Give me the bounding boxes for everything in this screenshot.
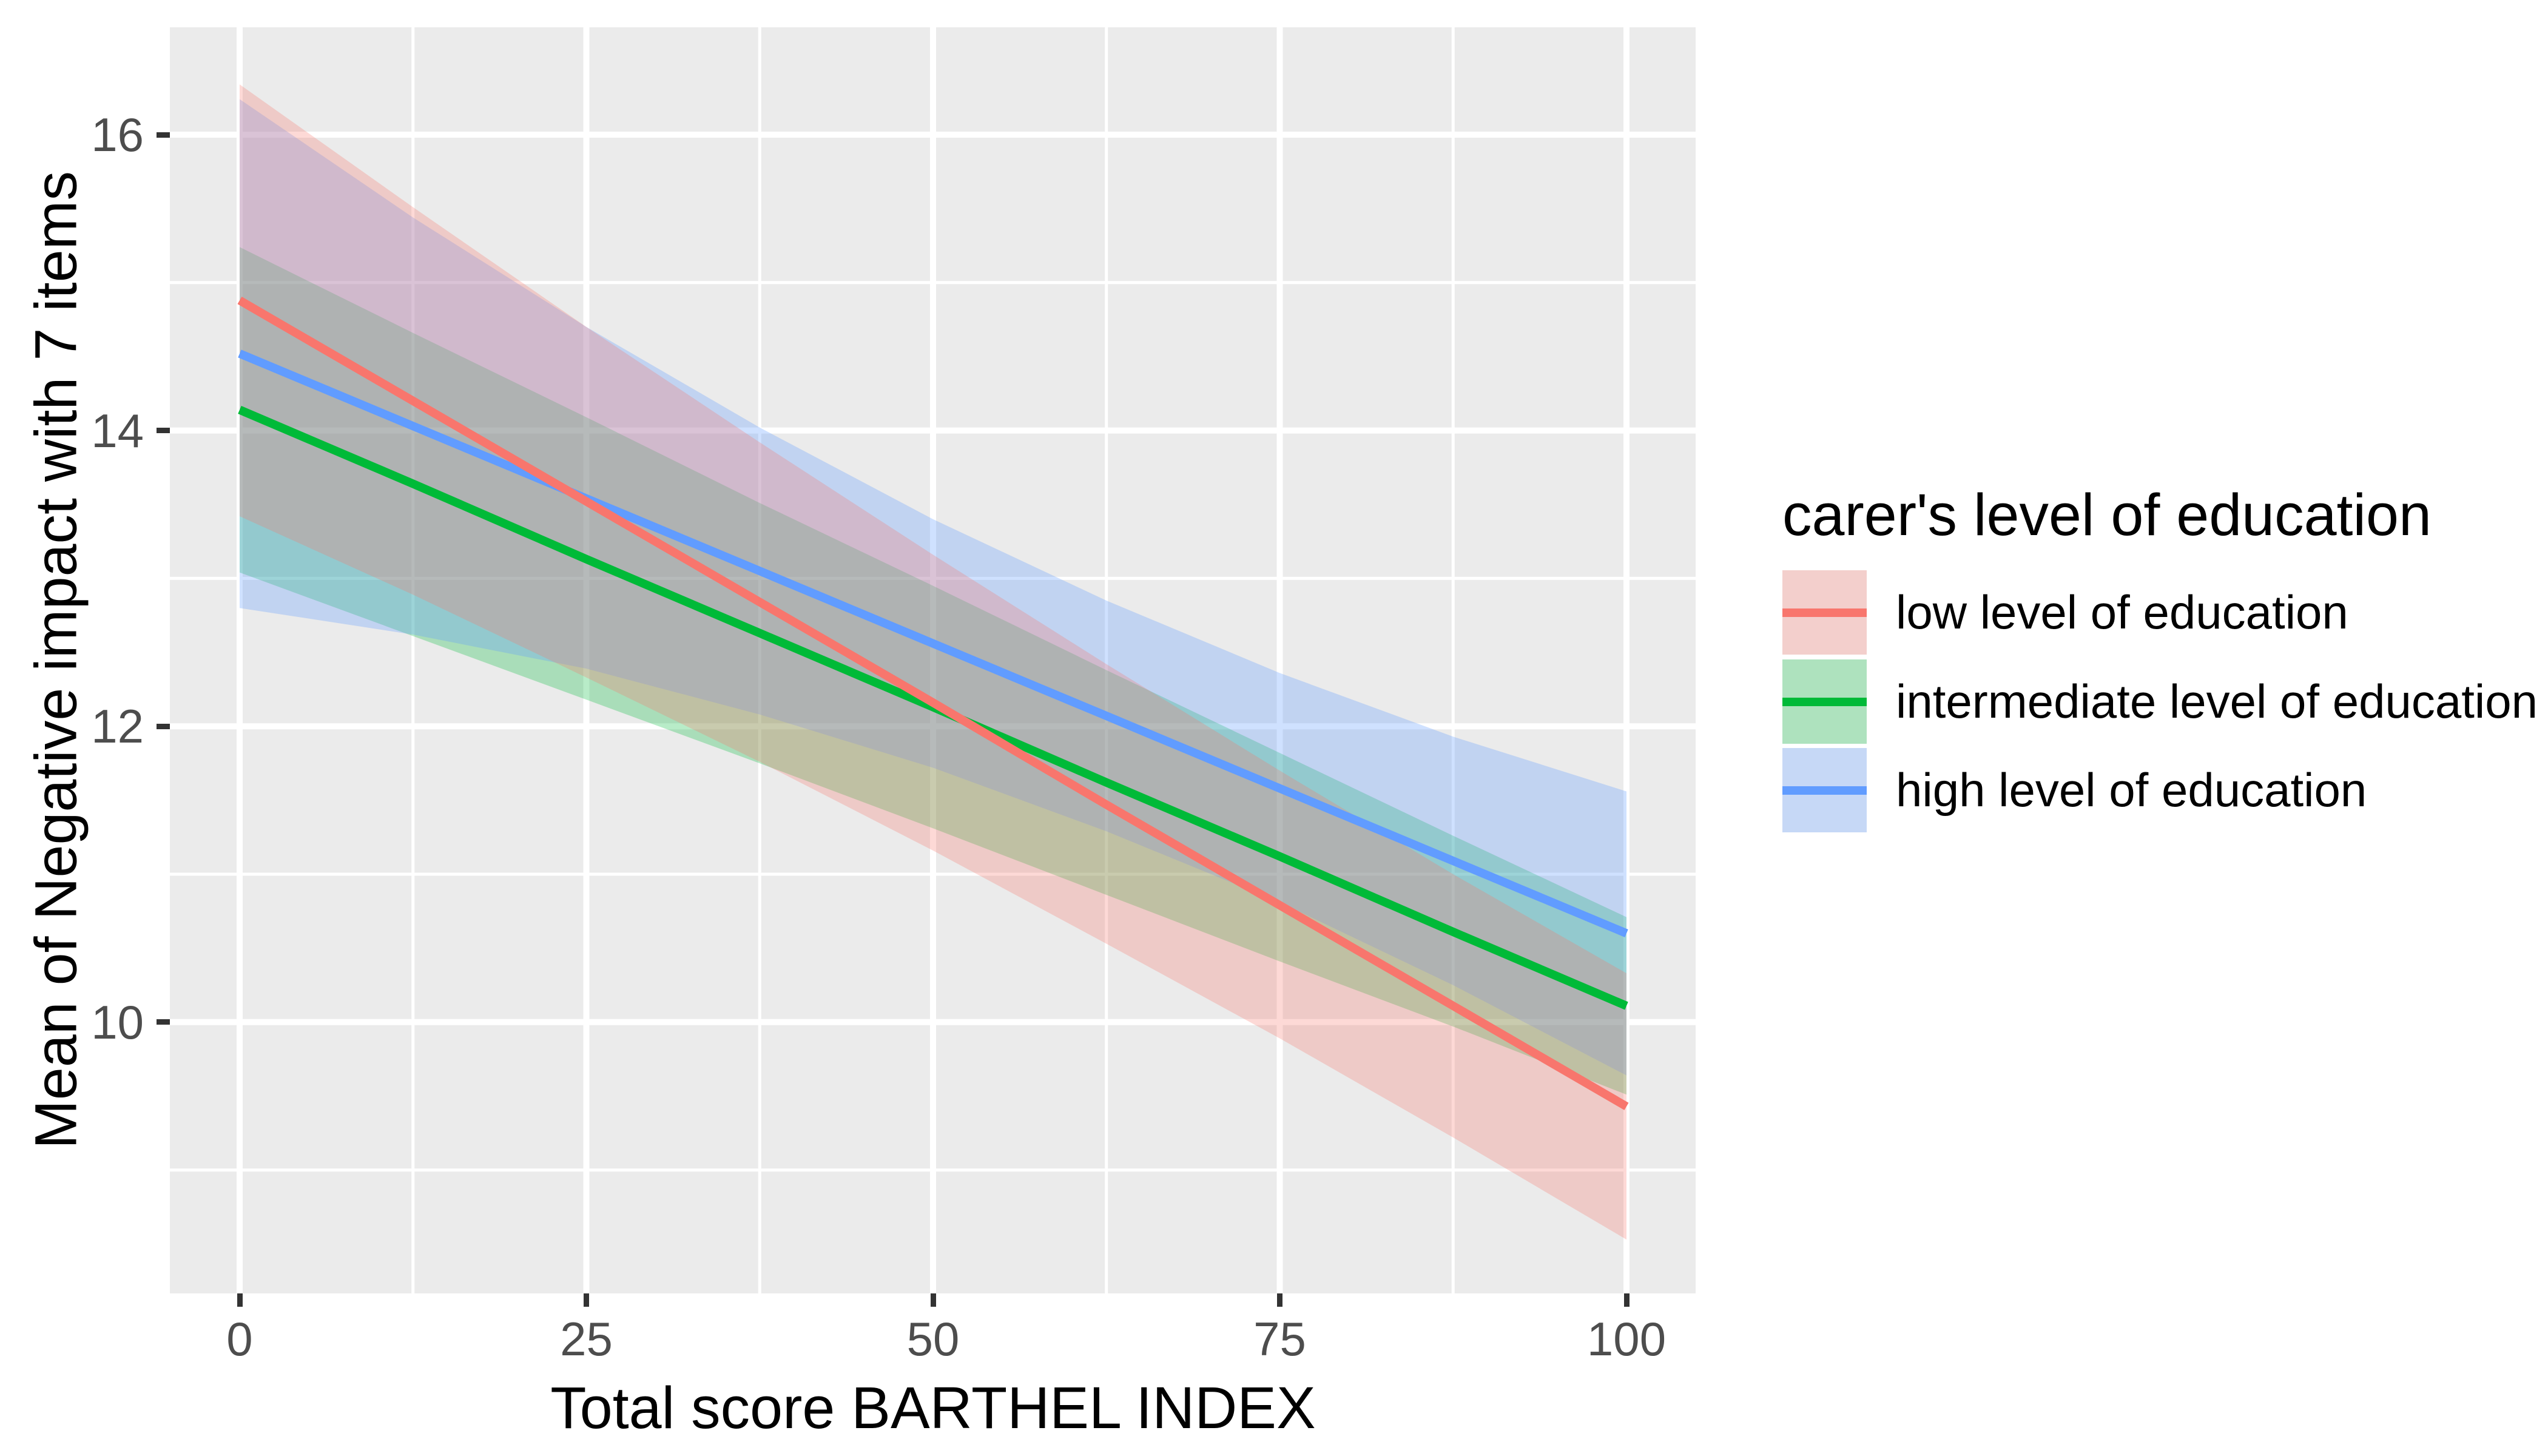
- x-tick-mark-25: [584, 1293, 589, 1307]
- x-tick-mark-0: [237, 1293, 243, 1307]
- regression-line-low: [237, 297, 1629, 1110]
- x-tick-label-75: 75: [1253, 1312, 1306, 1366]
- x-tick-label-0: 0: [226, 1312, 253, 1366]
- x-tick-mark-50: [930, 1293, 936, 1307]
- legend-key-low: [1782, 570, 1867, 655]
- y-tick-mark-12: [157, 723, 170, 729]
- legend-key-high-line-swatch: [1782, 786, 1867, 795]
- x-axis-title: Total score BARTHEL INDEX: [550, 1375, 1316, 1441]
- y-tick-mark-10: [157, 1019, 170, 1025]
- confidence-ribbon-low: [240, 84, 1626, 1240]
- legend-title: carer's level of education: [1782, 482, 2432, 548]
- chart-canvas: [170, 27, 1696, 1293]
- y-tick-label-14: 14: [91, 403, 144, 457]
- y-tick-label-10: 10: [91, 995, 144, 1049]
- x-tick-mark-75: [1277, 1293, 1282, 1307]
- x-tick-mark-100: [1623, 1293, 1630, 1307]
- legend-key-intermediate: [1782, 659, 1867, 744]
- y-tick-mark-14: [157, 428, 170, 434]
- y-tick-label-12: 12: [91, 699, 144, 753]
- y-axis-title: Mean of Negative impact with 7 items: [22, 171, 89, 1149]
- y-tick-mark-16: [157, 132, 170, 138]
- gridlines-major: [170, 27, 1696, 1293]
- legend-label-high: high level of education: [1896, 763, 2367, 817]
- legend-label-low: low level of education: [1896, 585, 2348, 639]
- plot-panel: [170, 27, 1696, 1293]
- confidence-ribbon-high: [240, 99, 1626, 1076]
- x-tick-label-100: 100: [1586, 1312, 1667, 1366]
- x-tick-label-25: 25: [560, 1312, 613, 1366]
- legend-label-intermediate: intermediate level of education: [1896, 675, 2538, 728]
- y-tick-label-16: 16: [91, 108, 144, 161]
- x-tick-label-50: 50: [906, 1312, 960, 1366]
- legend-key-low-line-swatch: [1782, 608, 1867, 617]
- confidence-ribbon-intermediate: [240, 247, 1626, 1095]
- legend-key-intermediate-line-swatch: [1782, 698, 1867, 706]
- legend-key-high: [1782, 748, 1867, 832]
- regression-line-high: [238, 349, 1628, 937]
